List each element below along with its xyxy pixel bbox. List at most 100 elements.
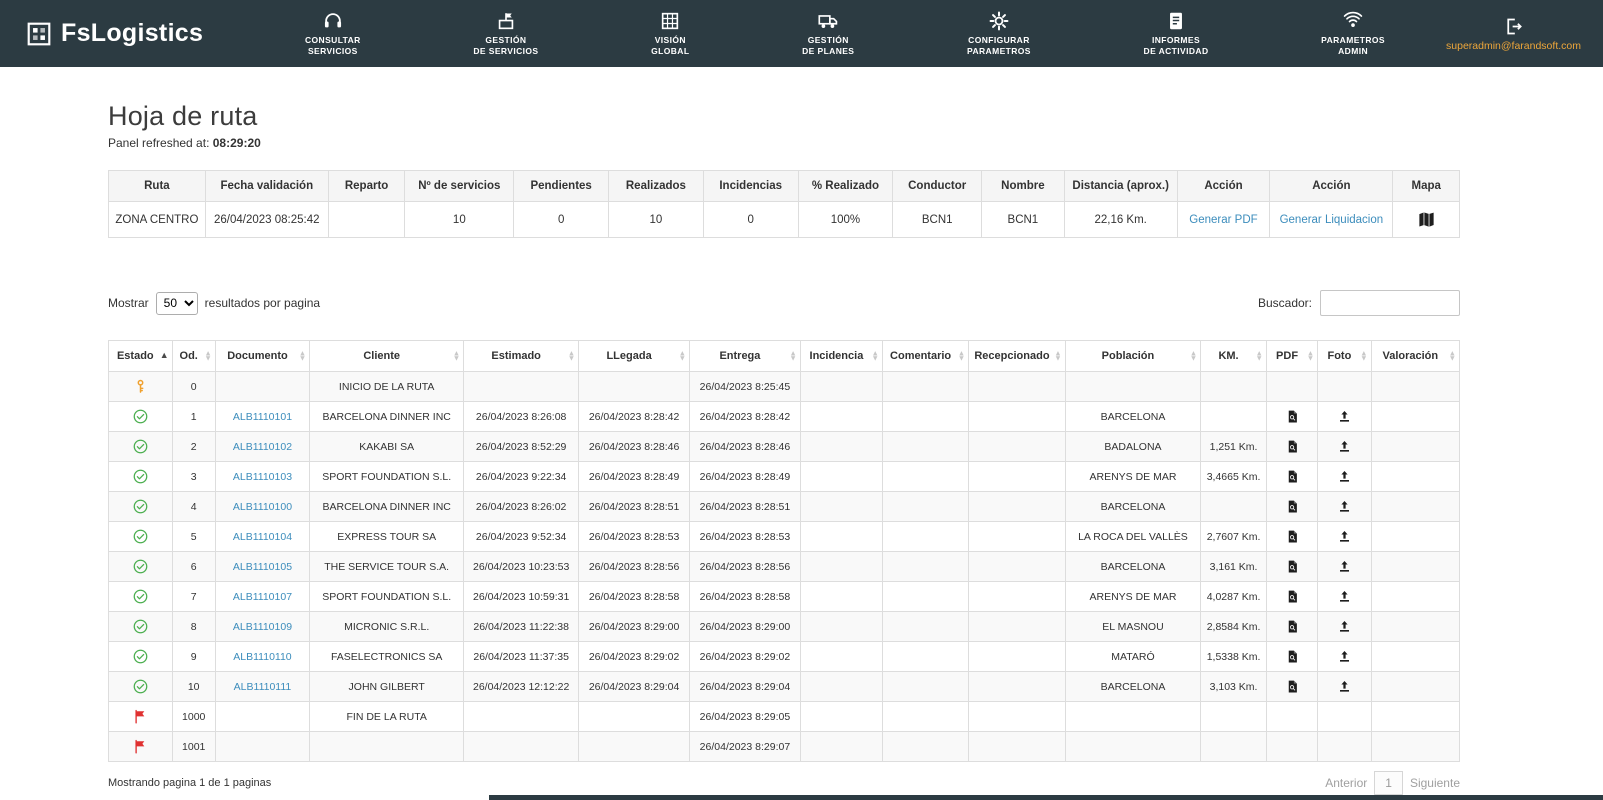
detail-col-header-valoracion[interactable]: Valoración ▲ ▼	[1370, 340, 1461, 372]
pdf-file-icon[interactable]	[1285, 650, 1300, 663]
pdf-cell	[1265, 611, 1319, 642]
upload-photo-icon[interactable]	[1337, 470, 1352, 482]
upload-photo-icon[interactable]	[1337, 410, 1352, 422]
documento-link[interactable]: ALB1110103	[232, 470, 293, 483]
documento-link[interactable]: ALB1110104	[232, 530, 293, 543]
gear-icon	[988, 10, 1010, 32]
estimado-cell: 26/04/2023 9:52:34	[463, 521, 580, 552]
upload-photo-icon[interactable]	[1337, 560, 1352, 572]
logout-icon[interactable]	[1503, 16, 1524, 37]
estimado-cell: 26/04/2023 8:26:02	[463, 491, 580, 522]
check-circle-icon	[132, 619, 149, 634]
footer-bar	[488, 795, 1603, 800]
nav-item-informes-de-actividad[interactable]: INFORMES DE ACTIVIDAD	[1144, 10, 1209, 57]
detail-col-header-od[interactable]: Od. ▲ ▼	[171, 340, 216, 372]
detail-table-body: 0 INICIO DE LA RUTA 26/04/2023 8:25:45 1 ALB…	[108, 371, 1461, 762]
detail-col-header-estimado[interactable]: Estimado ▲ ▼	[463, 340, 580, 372]
documento-cell: ALB1110101	[214, 401, 311, 432]
detail-col-header-recepcionado[interactable]: Recepcionado ▲ ▼	[968, 340, 1066, 372]
estado-cell	[108, 491, 173, 522]
km-cell: 2,8584 Km.	[1200, 611, 1267, 642]
summary-col-header: Conductor	[892, 170, 983, 202]
pdf-file-icon[interactable]	[1285, 500, 1300, 513]
upload-photo-icon[interactable]	[1337, 440, 1352, 452]
documento-link[interactable]: ALB1110105	[232, 560, 293, 573]
check-circle-icon	[132, 409, 149, 424]
paging-info: Mostrando pagina 1 de 1 paginas	[108, 777, 272, 789]
entrega-cell: 26/04/2023 8:28:46	[689, 431, 801, 462]
documento-cell: ALB1110111	[214, 671, 311, 702]
generar-liquidacion-link[interactable]: Generar Liquidacion	[1279, 213, 1384, 226]
pdf-file-icon[interactable]	[1285, 530, 1300, 543]
cliente-cell: INICIO DE LA RUTA	[309, 371, 465, 402]
pdf-file-icon[interactable]	[1285, 680, 1300, 693]
detail-col-header-pdf[interactable]: PDF ▲ ▼	[1265, 340, 1319, 372]
table-row: 0 INICIO DE LA RUTA 26/04/2023 8:25:45	[108, 371, 1461, 402]
detail-col-header-documento[interactable]: Documento ▲ ▼	[214, 340, 311, 372]
documento-link[interactable]: ALB1110100	[232, 500, 293, 513]
pdf-file-icon[interactable]	[1285, 560, 1300, 573]
pagination-current-page[interactable]: 1	[1374, 771, 1403, 795]
detail-col-header-entrega[interactable]: Entrega ▲ ▼	[689, 340, 801, 372]
page-size-select[interactable]: 50	[155, 291, 198, 315]
sort-icon: ▲ ▼	[1360, 348, 1368, 362]
nav-item-gestion-de-servicios[interactable]: GESTIÓN DE SERVICIOS	[473, 10, 538, 57]
pdf-file-icon[interactable]	[1285, 410, 1300, 423]
documento-link[interactable]: ALB1110107	[232, 590, 293, 603]
detail-col-header-cliente[interactable]: Cliente ▲ ▼	[309, 340, 465, 372]
documento-link[interactable]: ALB1110102	[232, 440, 293, 453]
documento-link[interactable]: ALB1110109	[232, 620, 293, 633]
estimado-cell	[463, 701, 580, 732]
detail-col-header-km[interactable]: KM. ▲ ▼	[1200, 340, 1267, 372]
pagination-prev[interactable]: Anterior	[1325, 776, 1368, 790]
upload-photo-icon[interactable]	[1337, 530, 1352, 542]
generar-pdf-link[interactable]: Generar PDF	[1189, 213, 1258, 226]
detail-col-header-foto[interactable]: Foto ▲ ▼	[1317, 340, 1372, 372]
detail-col-header-llegada[interactable]: LLegada ▲ ▼	[578, 340, 690, 372]
cliente-cell: SPORT FOUNDATION S.L.	[309, 581, 465, 612]
pdf-cell	[1265, 431, 1319, 462]
brand[interactable]: FsLogistics	[0, 0, 235, 67]
documento-link[interactable]: ALB1110101	[232, 410, 293, 423]
sort-icon: ▲ ▼	[567, 348, 576, 362]
user-email[interactable]: superadmin@farandsoft.com	[1446, 39, 1581, 52]
nav-item-vision-global[interactable]: VISIÓN GLOBAL	[651, 10, 689, 57]
llegada-cell: 26/04/2023 8:28:51	[578, 491, 690, 522]
detail-col-header-estado[interactable]: Estado ▲	[108, 340, 173, 372]
km-cell: 1,251 Km.	[1200, 431, 1267, 462]
poblacion-cell: EL MASNOU	[1064, 611, 1202, 642]
incidencia-cell	[799, 581, 883, 612]
recepcionado-cell	[968, 371, 1066, 402]
detail-col-header-poblacion[interactable]: Población ▲ ▼	[1064, 340, 1202, 372]
pdf-file-icon[interactable]	[1285, 440, 1300, 453]
detail-col-header-incidencia[interactable]: Incidencia ▲ ▼	[799, 340, 883, 372]
pdf-file-icon[interactable]	[1285, 620, 1300, 633]
map-icon[interactable]	[1417, 212, 1436, 227]
upload-photo-icon[interactable]	[1337, 500, 1352, 512]
detail-col-header-comentario[interactable]: Comentario ▲ ▼	[881, 340, 970, 372]
pdf-file-icon[interactable]	[1285, 590, 1300, 603]
mostrar-label: Mostrar	[108, 296, 149, 310]
km-cell	[1200, 401, 1267, 432]
pdf-file-icon[interactable]	[1285, 470, 1300, 483]
search-input[interactable]	[1320, 290, 1460, 316]
nombre-cell: BCN1	[981, 201, 1065, 238]
resultados-label: resultados por pagina	[204, 296, 321, 310]
pagination-next[interactable]: Siguiente	[1409, 776, 1460, 790]
nav-item-consultar-servicios[interactable]: CONSULTAR SERVICIOS	[305, 10, 361, 57]
upload-photo-icon[interactable]	[1337, 680, 1352, 692]
nav-item-parametros-admin[interactable]: PARAMETROS ADMIN	[1321, 10, 1385, 57]
nav-item-gestion-de-planes[interactable]: GESTIÓN DE PLANES	[802, 10, 854, 57]
documento-link[interactable]: ALB1110111	[233, 680, 292, 693]
col-label: Valoración	[1382, 350, 1439, 362]
check-circle-icon	[132, 439, 149, 454]
upload-photo-icon[interactable]	[1337, 650, 1352, 662]
upload-photo-icon[interactable]	[1337, 590, 1352, 602]
upload-photo-icon[interactable]	[1337, 620, 1352, 632]
nav-item-configurar-parametros[interactable]: CONFIGURAR PARAMETROS	[967, 10, 1031, 57]
documento-link[interactable]: ALB1110110	[233, 650, 292, 663]
estimado-cell: 26/04/2023 8:26:08	[463, 401, 580, 432]
cliente-cell: JOHN GILBERT	[309, 671, 465, 702]
table-row: 1 ALB1110101 BARCELONA DINNER INC 26/04/202…	[108, 401, 1461, 432]
